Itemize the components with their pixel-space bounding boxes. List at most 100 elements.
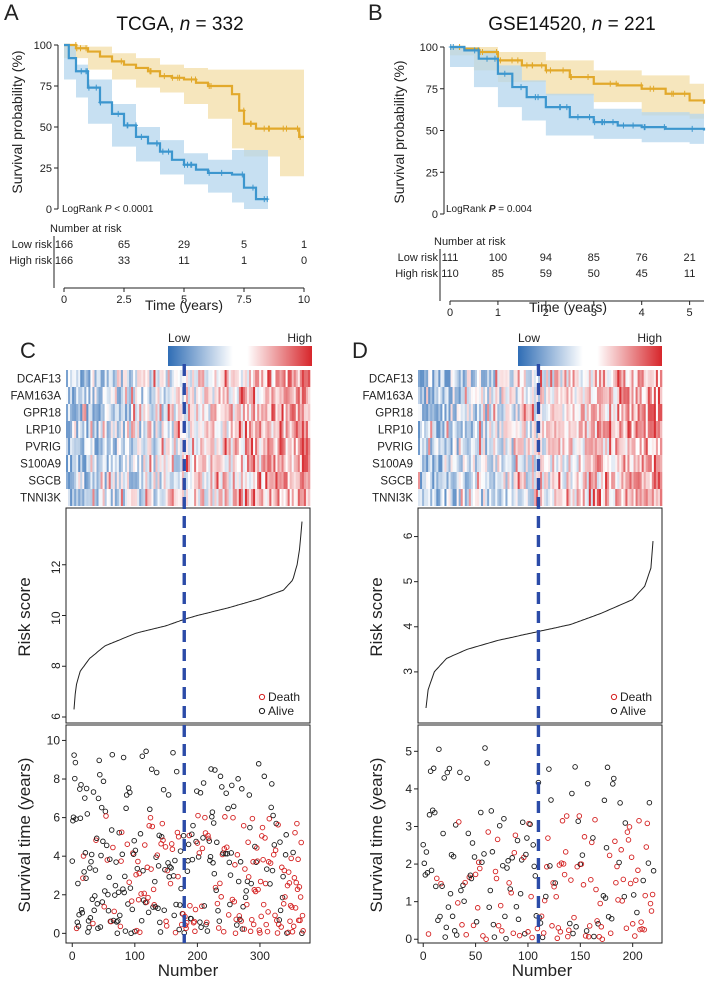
heatmap-cell [635, 472, 638, 489]
heatmap-cell [623, 387, 626, 404]
heatmap-cell [601, 489, 604, 506]
heatmap-cell [657, 404, 661, 421]
point-death [272, 912, 278, 919]
heatmap-cell [649, 387, 653, 404]
point-death [195, 812, 201, 819]
heatmap-cell [80, 489, 83, 506]
point-alive [517, 890, 524, 897]
heatmap-cell [246, 489, 250, 506]
heatmap-cell [212, 438, 215, 455]
heatmap-cell [277, 455, 280, 472]
censor-mark-high-risk [557, 104, 562, 111]
heatmap-cell [540, 455, 543, 472]
heatmap-cell [149, 438, 152, 455]
heatmap-cell [265, 438, 268, 455]
heatmap-cell [269, 404, 272, 421]
point-alive [546, 766, 552, 772]
point-alive [449, 913, 456, 920]
x-tick-label: 0 [61, 294, 67, 306]
x-tick-label: 2.5 [116, 294, 131, 306]
heatmap-cell [621, 404, 624, 421]
heatmap-cell [143, 387, 146, 404]
heatmap-cell [112, 370, 116, 387]
heatmap-cell [523, 404, 527, 421]
heatmap-cell [515, 455, 518, 472]
point-death [648, 908, 655, 914]
heatmap-cell [594, 421, 598, 438]
censor-mark-high-risk [536, 94, 541, 101]
heatmap-cell [466, 438, 470, 455]
heatmap-cell [576, 404, 579, 421]
heatmap-cell [554, 438, 557, 455]
heatmap-cell [584, 404, 588, 421]
heatmap-cell [196, 472, 199, 489]
censor-mark-low-risk [569, 74, 574, 81]
heatmap-cell [468, 421, 472, 438]
risk-count: 85 [492, 268, 504, 280]
heatmap-cell [244, 387, 248, 404]
point-alive [198, 924, 204, 930]
point-alive [227, 872, 234, 878]
heatmap-cell [283, 472, 286, 489]
heatmap-cell [307, 404, 311, 421]
heatmap-cell [519, 404, 522, 421]
heatmap-cell [655, 421, 659, 438]
heatmap-cell [210, 404, 213, 421]
point-death [588, 876, 594, 883]
heatmap-cell [438, 438, 441, 455]
heatmap-cell [601, 387, 604, 404]
gene-label: GPR18 [375, 408, 413, 420]
number-at-risk-header-a: Number at risk [50, 223, 122, 235]
point-death [456, 819, 462, 825]
point-alive [209, 809, 216, 815]
heatmap-cell [521, 387, 525, 404]
heatmap-cell [615, 438, 618, 455]
heatmap-cell [637, 472, 640, 489]
heatmap-cell [194, 404, 197, 421]
heatmap-cell [120, 370, 124, 387]
heatmap-cell [601, 438, 604, 455]
heatmap-cell [529, 489, 533, 506]
y-axis-label-a: Survival probability (%) [9, 50, 25, 193]
heatmap-cell [147, 455, 150, 472]
heatmap-cell [190, 438, 193, 455]
point-alive [197, 790, 204, 796]
heatmap-cell [499, 370, 502, 387]
heatmap-cell [102, 472, 105, 489]
heatmap-cell [131, 421, 134, 438]
heatmap-cell [568, 421, 571, 438]
heatmap-cell [631, 472, 634, 489]
heatmap-cell [613, 489, 616, 506]
heatmap-cell [594, 489, 598, 506]
heatmap-cell [153, 438, 156, 455]
heatmap-cell [503, 370, 506, 387]
censor-mark-high-risk [587, 114, 592, 121]
heatmap-cell [525, 472, 529, 489]
heatmap-cell [527, 489, 531, 506]
censor-mark-low-risk [170, 74, 175, 81]
heatmap-cell [519, 387, 522, 404]
point-alive [423, 849, 430, 855]
heatmap-cell [499, 489, 502, 506]
heatmap-cell [570, 472, 573, 489]
heatmap-cell [102, 489, 105, 506]
point-death [565, 933, 571, 940]
heatmap-cell [279, 455, 282, 472]
heatmap-cell [519, 472, 522, 489]
heatmap-cell [623, 472, 626, 489]
point-alive [270, 812, 276, 819]
heatmap-cell [625, 387, 628, 404]
heatmap-cell [98, 387, 101, 404]
heatmap-cell [485, 370, 488, 387]
heatmap-cell [544, 489, 547, 506]
heatmap-cell [218, 472, 221, 489]
heatmap-cell [637, 489, 640, 506]
heatmap-cell [422, 387, 425, 404]
heatmap-cell [428, 455, 431, 472]
heatmap-cell [635, 438, 638, 455]
heatmap-cell [257, 387, 260, 404]
heatmap-cell [230, 370, 234, 387]
point-death [163, 918, 169, 925]
heatmap-cell [133, 404, 136, 421]
heatmap-cell [295, 455, 299, 472]
